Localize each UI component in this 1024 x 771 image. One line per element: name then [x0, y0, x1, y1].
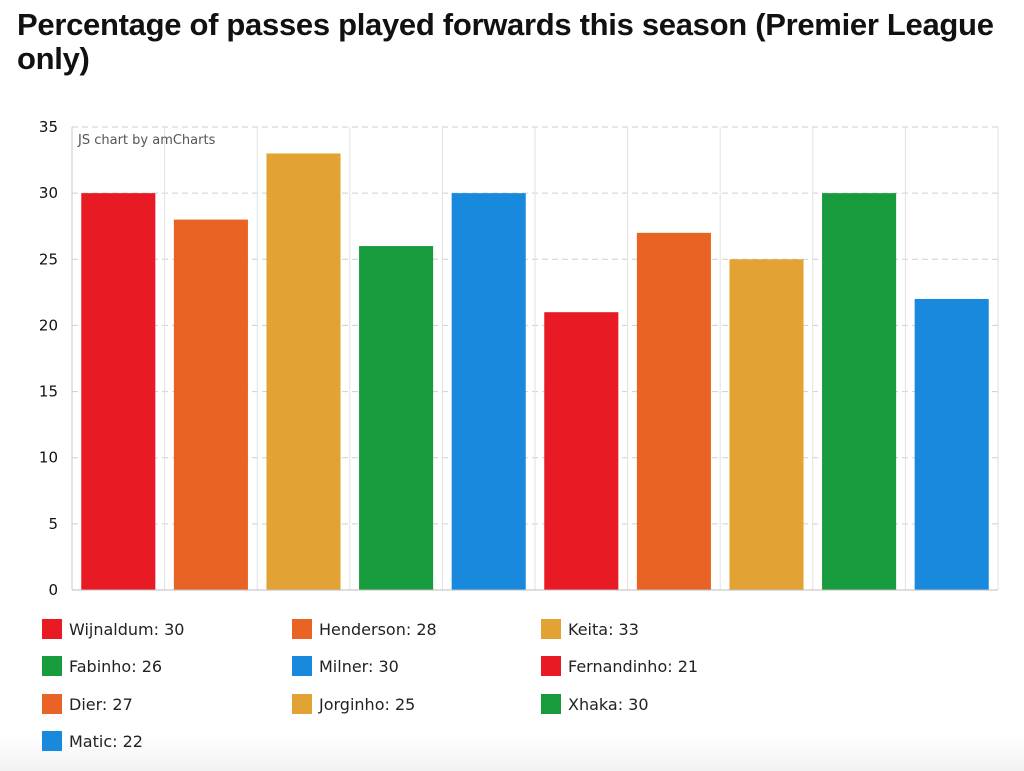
legend-label: Milner: 30: [319, 656, 399, 676]
legend-label: Fernandinho: 21: [568, 656, 699, 676]
legend-swatch: [292, 694, 312, 714]
legend-label: Xhaka: 30: [568, 694, 649, 714]
legend-item-keita[interactable]: Keita: 33: [541, 617, 639, 641]
y-tick-label: 30: [39, 184, 58, 202]
bar-matic[interactable]: [914, 298, 989, 590]
legend-item-fernandinho[interactable]: Fernandinho: 21: [541, 654, 698, 678]
chart-title: Percentage of passes played forwards thi…: [17, 7, 994, 76]
y-tick-label: 20: [39, 316, 58, 334]
y-tick-label: 15: [39, 383, 58, 401]
bar-keita[interactable]: [266, 153, 341, 590]
legend-label: Henderson: 28: [319, 619, 437, 639]
y-tick-label: 25: [39, 250, 58, 268]
axis-layer: 0 5 10 15 20 25 30 35: [39, 118, 998, 599]
legend-swatch: [42, 619, 62, 639]
bar-dier[interactable]: [636, 232, 711, 591]
bar-fernandinho[interactable]: [544, 312, 619, 590]
legend-swatch: [541, 656, 561, 676]
legend-label: Wijnaldum: 30: [69, 619, 185, 639]
bar-milner[interactable]: [451, 193, 526, 590]
bar-wijnaldum[interactable]: [81, 193, 156, 590]
legend-label: Keita: 33: [568, 619, 639, 639]
legend-item-jorginho[interactable]: Jorginho: 25: [292, 692, 415, 716]
bar-xhaka[interactable]: [822, 193, 897, 590]
bar-jorginho[interactable]: [729, 259, 804, 590]
bar-henderson[interactable]: [173, 219, 248, 590]
legend-label: Matic: 22: [69, 731, 143, 751]
legend-label: Fabinho: 26: [69, 656, 163, 676]
legend-item-henderson[interactable]: Henderson: 28: [292, 617, 437, 641]
legend-item-xhaka[interactable]: Xhaka: 30: [541, 692, 649, 716]
y-tick-label: 35: [39, 118, 58, 136]
bar-layer: [81, 153, 989, 591]
legend-item-dier[interactable]: Dier: 27: [42, 692, 133, 716]
legend-label: Jorginho: 25: [319, 694, 416, 714]
legend-swatch: [42, 731, 62, 751]
legend-item-fabinho[interactable]: Fabinho: 26: [42, 654, 162, 678]
legend-item-milner[interactable]: Milner: 30: [292, 654, 399, 678]
legend-item-matic[interactable]: Matic: 22: [42, 729, 143, 753]
y-tick-label: 10: [39, 449, 58, 467]
y-tick-label: 0: [48, 581, 58, 599]
legend-swatch: [292, 619, 312, 639]
legend-item-wijnaldum[interactable]: Wijnaldum: 30: [42, 617, 184, 641]
legend-swatch: [541, 694, 561, 714]
amcharts-credit[interactable]: JS chart by amCharts: [77, 133, 216, 148]
legend-swatch: [42, 694, 62, 714]
legend-swatch: [42, 656, 62, 676]
legend-swatch: [292, 656, 312, 676]
bar-fabinho[interactable]: [359, 246, 434, 591]
legend-swatch: [541, 619, 561, 639]
legend-label: Dier: 27: [69, 694, 133, 714]
y-tick-label: 5: [48, 515, 58, 533]
